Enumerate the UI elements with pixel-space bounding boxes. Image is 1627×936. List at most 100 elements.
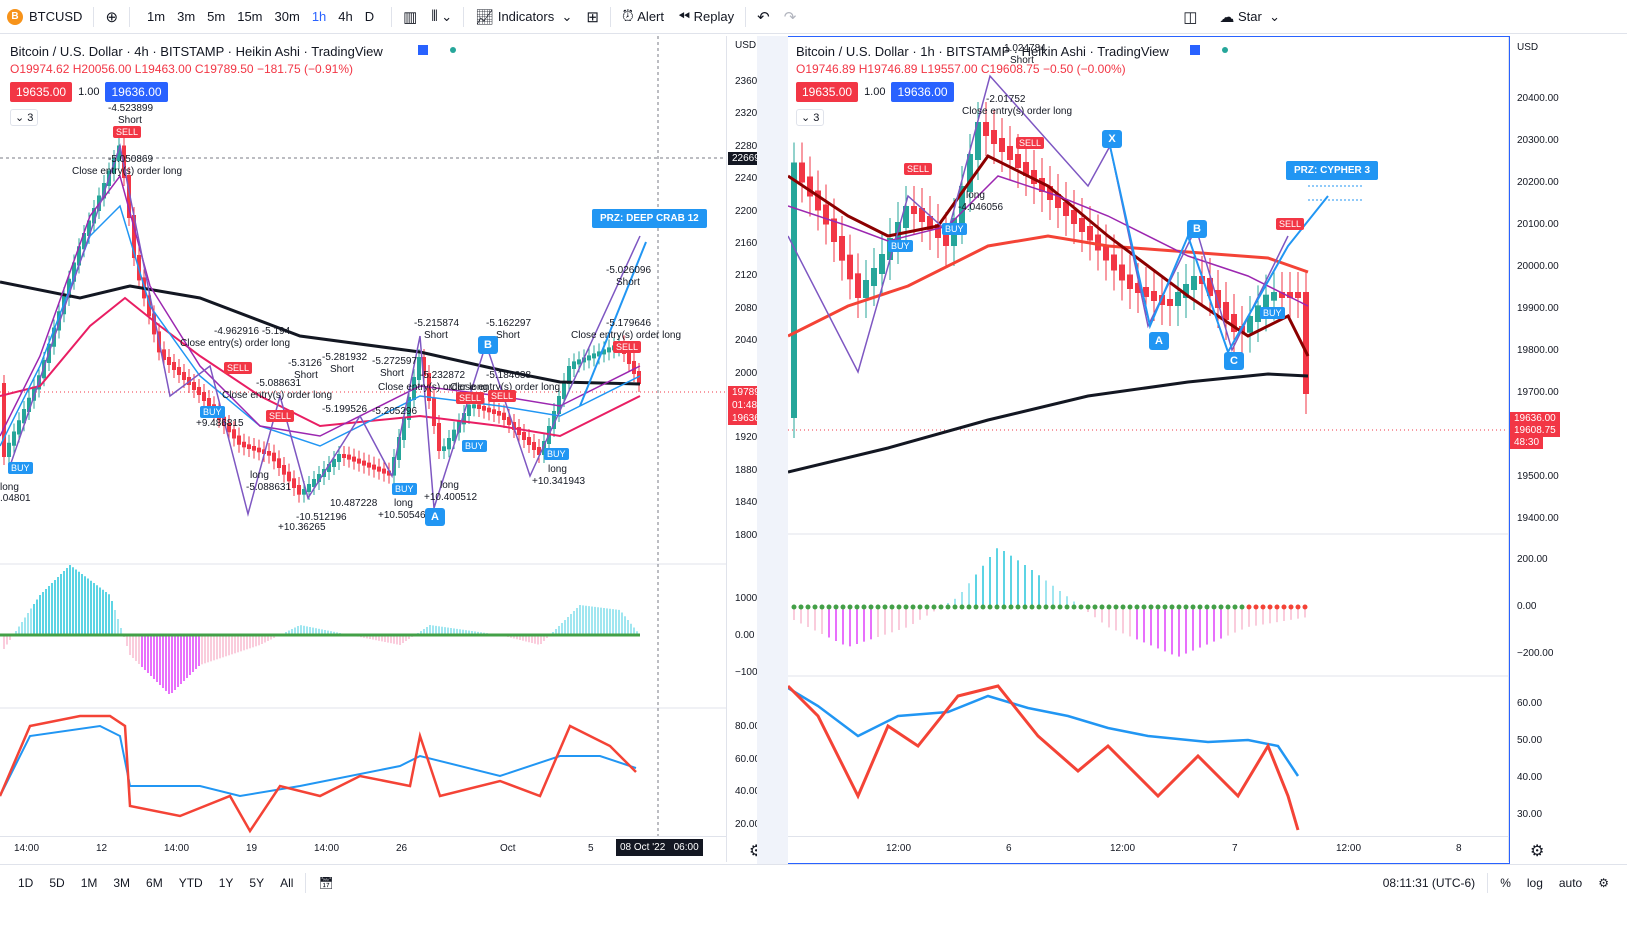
interval-1m[interactable]: 1m bbox=[147, 9, 166, 24]
range-5D[interactable]: 5D bbox=[49, 875, 65, 890]
trade-annotation: -2.01752 bbox=[986, 94, 1026, 105]
settings-gear-icon[interactable]: ⚙ bbox=[749, 843, 757, 860]
percent-toggle[interactable]: % bbox=[1500, 875, 1511, 890]
pane-divider[interactable] bbox=[757, 36, 788, 864]
right-price-axis[interactable]: USD 20400.00 20300.00 20200.00 20100.00 20000… bbox=[1508, 36, 1567, 862]
candle-body bbox=[127, 175, 131, 218]
ma-200-line bbox=[788, 372, 1309, 474]
auto-toggle[interactable]: auto bbox=[1558, 875, 1583, 890]
candle-body bbox=[87, 220, 91, 236]
candle-body bbox=[1255, 305, 1261, 322]
trade-annotation: -5.215874 bbox=[414, 318, 460, 329]
trade-annotation: .04801 bbox=[0, 493, 31, 504]
settings-gear-icon[interactable]: ⚙ bbox=[1598, 875, 1609, 890]
candle-body bbox=[1295, 292, 1301, 298]
right-chart-canvas[interactable] bbox=[788, 36, 1627, 862]
candle-body bbox=[72, 262, 76, 282]
sell-signal: SELL bbox=[113, 126, 142, 138]
range-1Y[interactable]: 1Y bbox=[218, 875, 234, 890]
trade-annotation: Short bbox=[616, 277, 640, 288]
candle-body bbox=[342, 454, 346, 458]
candle-body bbox=[482, 406, 486, 411]
candle-body bbox=[1007, 146, 1013, 160]
time-tick: 12 bbox=[96, 843, 108, 854]
replay-button[interactable]: ⏪︎ Replay bbox=[671, 0, 741, 34]
symbol-search[interactable]: B BTCUSD bbox=[0, 0, 89, 34]
candle-body bbox=[527, 437, 531, 445]
layout-button[interactable]: ◫ bbox=[1176, 0, 1204, 34]
currency-label[interactable]: USD bbox=[1517, 42, 1539, 53]
replay-label: Replay bbox=[693, 9, 735, 24]
indicators-collapse-toggle[interactable]: ⌄ 3 bbox=[796, 109, 825, 126]
range-All[interactable]: All bbox=[280, 875, 294, 890]
candle-body bbox=[487, 407, 491, 413]
ohlc-high: H19746.89 bbox=[858, 62, 918, 76]
candle-body bbox=[1135, 283, 1141, 293]
candle-body bbox=[452, 429, 456, 441]
candle-body bbox=[1095, 234, 1101, 251]
indicators-collapse-toggle[interactable]: ⌄ 3 bbox=[10, 109, 39, 126]
oscillator-dot bbox=[1148, 604, 1154, 610]
interval-D[interactable]: D bbox=[364, 9, 375, 24]
range-YTD[interactable]: YTD bbox=[178, 875, 203, 890]
sell-signal: SELL bbox=[266, 410, 295, 422]
right-chart-pane[interactable]: Bitcoin / U.S. Dollar · 1h · BITSTAMP · … bbox=[788, 36, 1627, 862]
redo-button[interactable]: ↷ bbox=[777, 0, 804, 34]
chart-type-button[interactable]: ▥ bbox=[396, 0, 424, 34]
oscillator-dot bbox=[1001, 604, 1007, 610]
sell-signal: SELL bbox=[456, 392, 485, 404]
ask-price[interactable]: 19636.00 bbox=[891, 82, 954, 102]
left-chart-canvas[interactable] bbox=[0, 36, 757, 862]
buy-signal: BUY bbox=[462, 440, 487, 452]
trade-annotation: long bbox=[0, 482, 19, 493]
right-time-axis[interactable]: 12:00 6 12:00 7 12:00 8 bbox=[788, 836, 1508, 861]
candle-body bbox=[237, 435, 241, 445]
indicators-button[interactable]: 📈︎ Indicators ⌄ bbox=[468, 0, 579, 34]
candle-body bbox=[262, 449, 266, 454]
time-tick: 14:00 bbox=[314, 843, 340, 854]
clock-time[interactable]: 08:11:31 (UTC-6) bbox=[1382, 875, 1476, 890]
currency-label[interactable]: USD bbox=[735, 40, 757, 51]
left-chart-pane[interactable]: Bitcoin / U.S. Dollar · 4h · BITSTAMP · … bbox=[0, 36, 757, 862]
candle-body bbox=[122, 145, 126, 178]
range-1D[interactable]: 1D bbox=[18, 875, 34, 890]
templates-button[interactable]: ⊞ bbox=[579, 0, 606, 34]
left-price-axis[interactable]: USD 23600.00 23200.00 22800.00 22400.00 22000… bbox=[726, 36, 757, 862]
price-tick: 0.00 bbox=[735, 630, 755, 641]
interval-5m[interactable]: 5m bbox=[207, 9, 226, 24]
star-button[interactable]: ☁︎ Star ⌄ bbox=[1212, 0, 1287, 34]
range-3M[interactable]: 3M bbox=[113, 875, 131, 890]
candle-body bbox=[317, 474, 321, 482]
buy-signal: BUY bbox=[1260, 307, 1285, 319]
price-tag: 19636.00 bbox=[1510, 412, 1560, 425]
bitcoin-icon: B bbox=[7, 8, 23, 25]
log-toggle[interactable]: log bbox=[1526, 875, 1543, 890]
left-time-axis[interactable]: 14:00 12 14:00 19 14:00 26 Oct 5 08 Oct '22 06:… bbox=[0, 836, 726, 861]
trade-annotation: -5.205296 bbox=[372, 406, 418, 417]
range-5Y[interactable]: 5Y bbox=[249, 875, 265, 890]
interval-1h[interactable]: 1h bbox=[311, 9, 327, 24]
interval-15m[interactable]: 15m bbox=[237, 9, 263, 24]
candle-body bbox=[462, 413, 466, 425]
interval-30m[interactable]: 30m bbox=[274, 9, 300, 24]
oscillator-dot bbox=[1295, 604, 1301, 610]
date-range-calendar-icon[interactable]: 📅︎ bbox=[318, 875, 334, 890]
candle-body bbox=[975, 122, 981, 160]
candle-body bbox=[207, 398, 211, 408]
trade-annotation: -5.179646 bbox=[606, 318, 652, 329]
interval-4h[interactable]: 4h bbox=[338, 9, 353, 24]
range-1M[interactable]: 1M bbox=[80, 875, 98, 890]
interval-3m[interactable]: 3m bbox=[177, 9, 196, 24]
alert-button[interactable]: ⏰︎ Alert bbox=[615, 0, 671, 34]
undo-button[interactable]: ↶ bbox=[750, 0, 777, 34]
bid-price[interactable]: 19635.00 bbox=[10, 82, 73, 102]
bid-price[interactable]: 19635.00 bbox=[796, 82, 859, 102]
compare-add-button[interactable]: ⊕ bbox=[98, 0, 125, 34]
range-6M[interactable]: 6M bbox=[146, 875, 163, 890]
candle-body bbox=[352, 456, 356, 462]
chart-type-dropdown[interactable]: ⫴ ⌄ bbox=[424, 0, 459, 34]
oscillator-dot bbox=[847, 604, 853, 610]
settings-gear-icon[interactable]: ⚙ bbox=[1530, 843, 1545, 860]
price-tick: −200.00 bbox=[1517, 648, 1554, 659]
ask-price[interactable]: 19636.00 bbox=[105, 82, 168, 102]
